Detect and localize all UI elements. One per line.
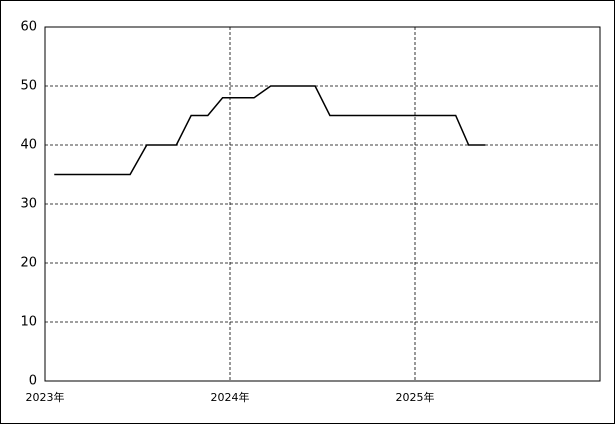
data-line xyxy=(54,85,486,176)
y-tick-label: 10 xyxy=(20,315,37,330)
x-tick-label: 2025年 xyxy=(396,390,435,404)
y-tick-label: 20 xyxy=(20,256,37,271)
y-tick-label: 50 xyxy=(20,79,37,94)
y-tick-label: 0 xyxy=(29,374,37,389)
x-tick-label: 2024年 xyxy=(211,390,250,404)
y-tick-label: 40 xyxy=(20,138,37,153)
plot-frame xyxy=(44,26,601,382)
y-tick-label: 60 xyxy=(20,20,37,35)
x-tick-label: 2023年 xyxy=(26,390,65,404)
y-tick-label: 30 xyxy=(20,197,37,212)
